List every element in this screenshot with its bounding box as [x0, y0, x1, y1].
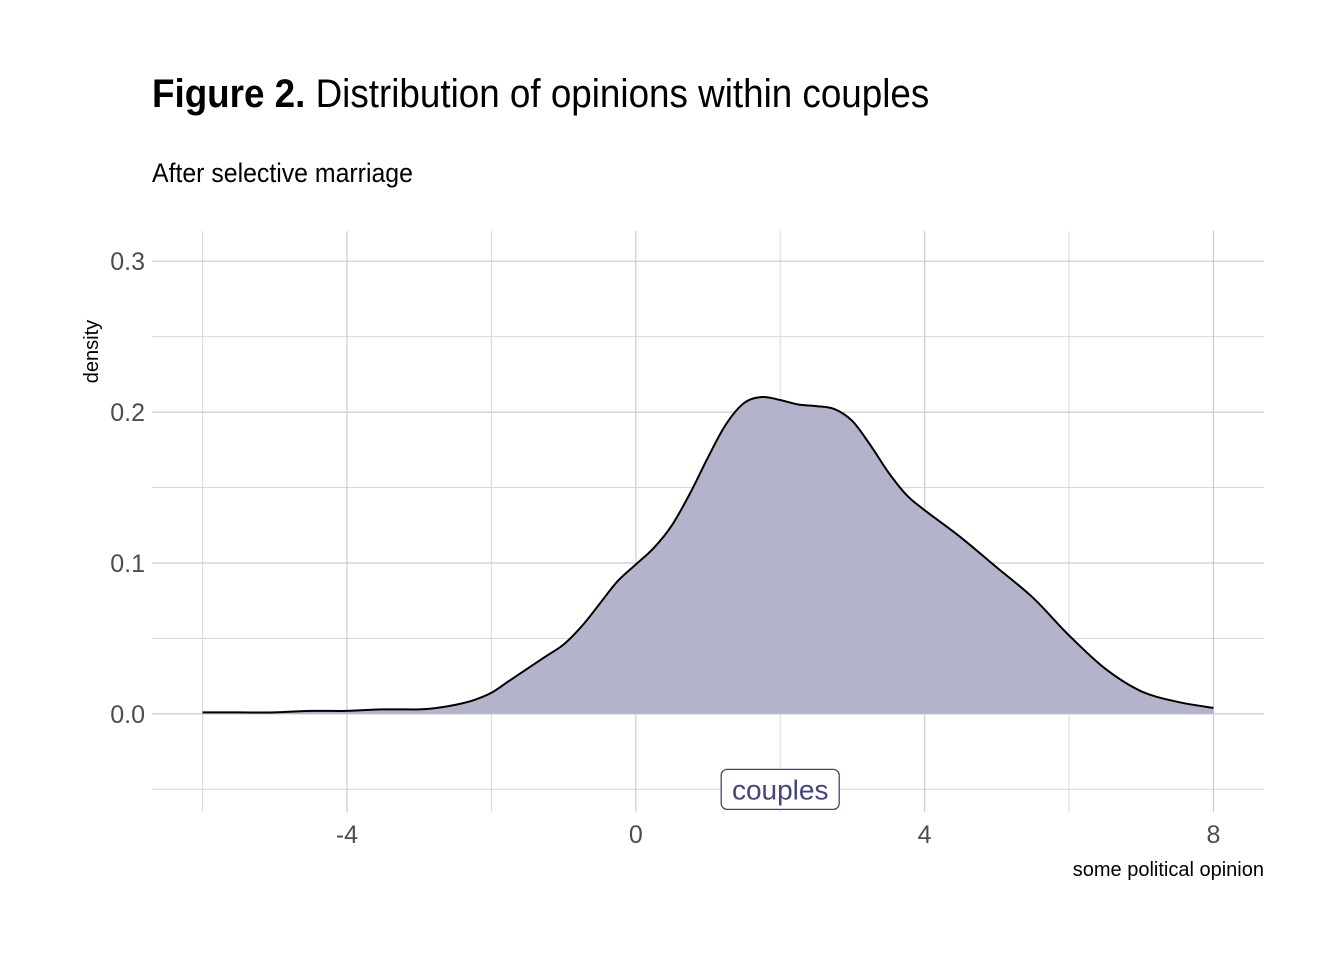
density-area: [202, 396, 1214, 714]
y-axis-ticks: 0.0 0.1 0.2 0.3: [110, 248, 145, 729]
x-tick-label: -4: [336, 821, 358, 849]
density-curve: [202, 395, 1214, 714]
x-axis-label: some political opinion: [1073, 859, 1264, 881]
annotation-box: [720, 768, 840, 811]
x-axis-ticks: -4 0 4 8: [336, 821, 1221, 849]
y-tick-label: 0.0: [110, 701, 145, 729]
major-gridlines: [152, 231, 1264, 812]
y-tick-label: 0.2: [110, 399, 145, 427]
y-axis-label: density: [81, 320, 103, 383]
y-tick-label: 0.3: [110, 248, 145, 276]
y-tick-label: 0.1: [110, 550, 145, 578]
x-tick-label: 8: [1207, 821, 1221, 849]
annotation-label: couples: [732, 774, 829, 805]
chart-subtitle: After selective marriage: [152, 158, 413, 188]
chart-title-text: Distribution of opinions within couples: [315, 72, 930, 116]
chart-title: Figure 2. Distribution of opinions withi…: [152, 72, 929, 117]
minor-gridlines: [152, 231, 1264, 812]
figure-number: Figure 2.: [152, 72, 306, 116]
couples-annotation: couples: [720, 768, 840, 811]
x-tick-label: 0: [629, 821, 643, 849]
x-tick-label: 4: [918, 821, 932, 849]
